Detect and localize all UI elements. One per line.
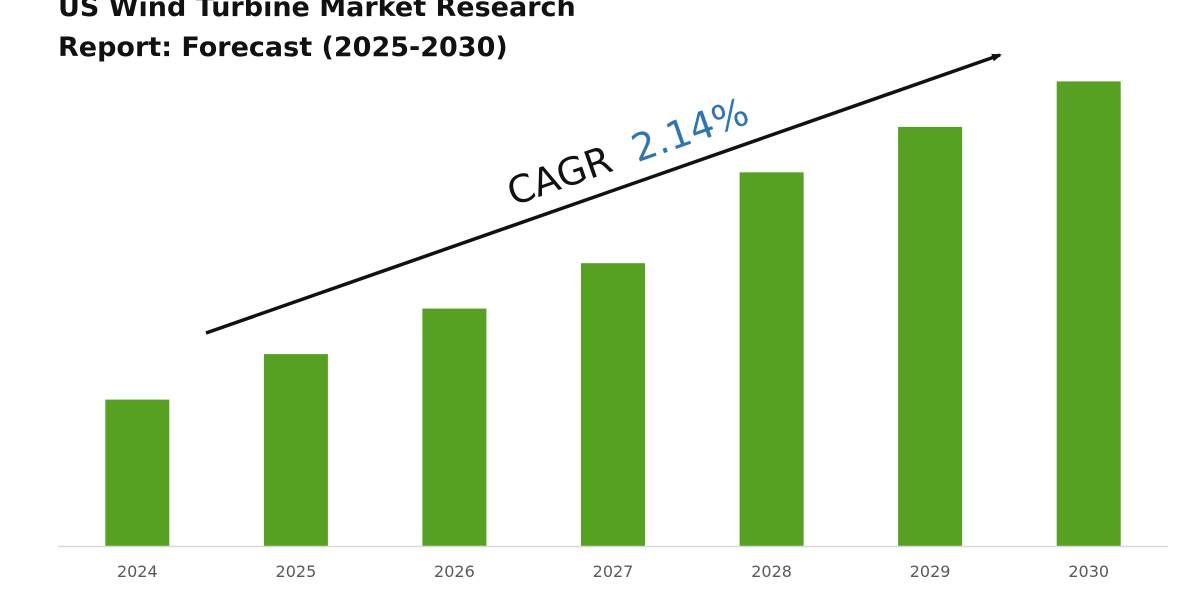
bar-2025 — [263, 354, 328, 546]
bar-2027 — [581, 263, 645, 546]
cagr-label: CAGR — [501, 137, 617, 214]
cagr-value: 2.14% — [626, 90, 754, 171]
trend-arrow — [205, 53, 1002, 335]
bar-2026 — [422, 308, 487, 546]
chart-title-line-1: US Wind Turbine Market Research — [58, 0, 576, 23]
x-tick-labels: 2024 2025 2026 2027 2028 2029 2030 — [117, 562, 1109, 581]
x-tick-label-2028: 2028 — [751, 562, 792, 581]
x-tick-label-2024: 2024 — [117, 562, 158, 581]
bar-2029 — [898, 126, 963, 547]
x-tick-label-2030: 2030 — [1068, 562, 1109, 581]
x-tick-label-2027: 2027 — [593, 562, 634, 581]
chart-title-line-2: Report: Forecast (2025-2030) — [58, 32, 508, 63]
chart-title: US Wind Turbine Market Research Report: … — [58, 0, 576, 68]
bars-layer — [105, 81, 1121, 547]
x-tick-label-2026: 2026 — [434, 562, 475, 581]
bar-2030 — [1056, 81, 1121, 547]
bar-2028 — [739, 172, 804, 547]
x-tick-label-2029: 2029 — [910, 562, 951, 581]
cagr-annotation: CAGR 2.14% — [501, 90, 754, 215]
x-tick-label-2025: 2025 — [276, 562, 317, 581]
bar-2024 — [105, 399, 170, 546]
